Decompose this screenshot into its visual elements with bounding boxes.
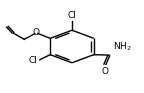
- Text: Cl: Cl: [68, 11, 76, 20]
- Text: NH$_2$: NH$_2$: [113, 40, 131, 53]
- Text: Cl: Cl: [28, 56, 37, 65]
- Text: O: O: [33, 28, 40, 37]
- Text: O: O: [101, 67, 108, 76]
